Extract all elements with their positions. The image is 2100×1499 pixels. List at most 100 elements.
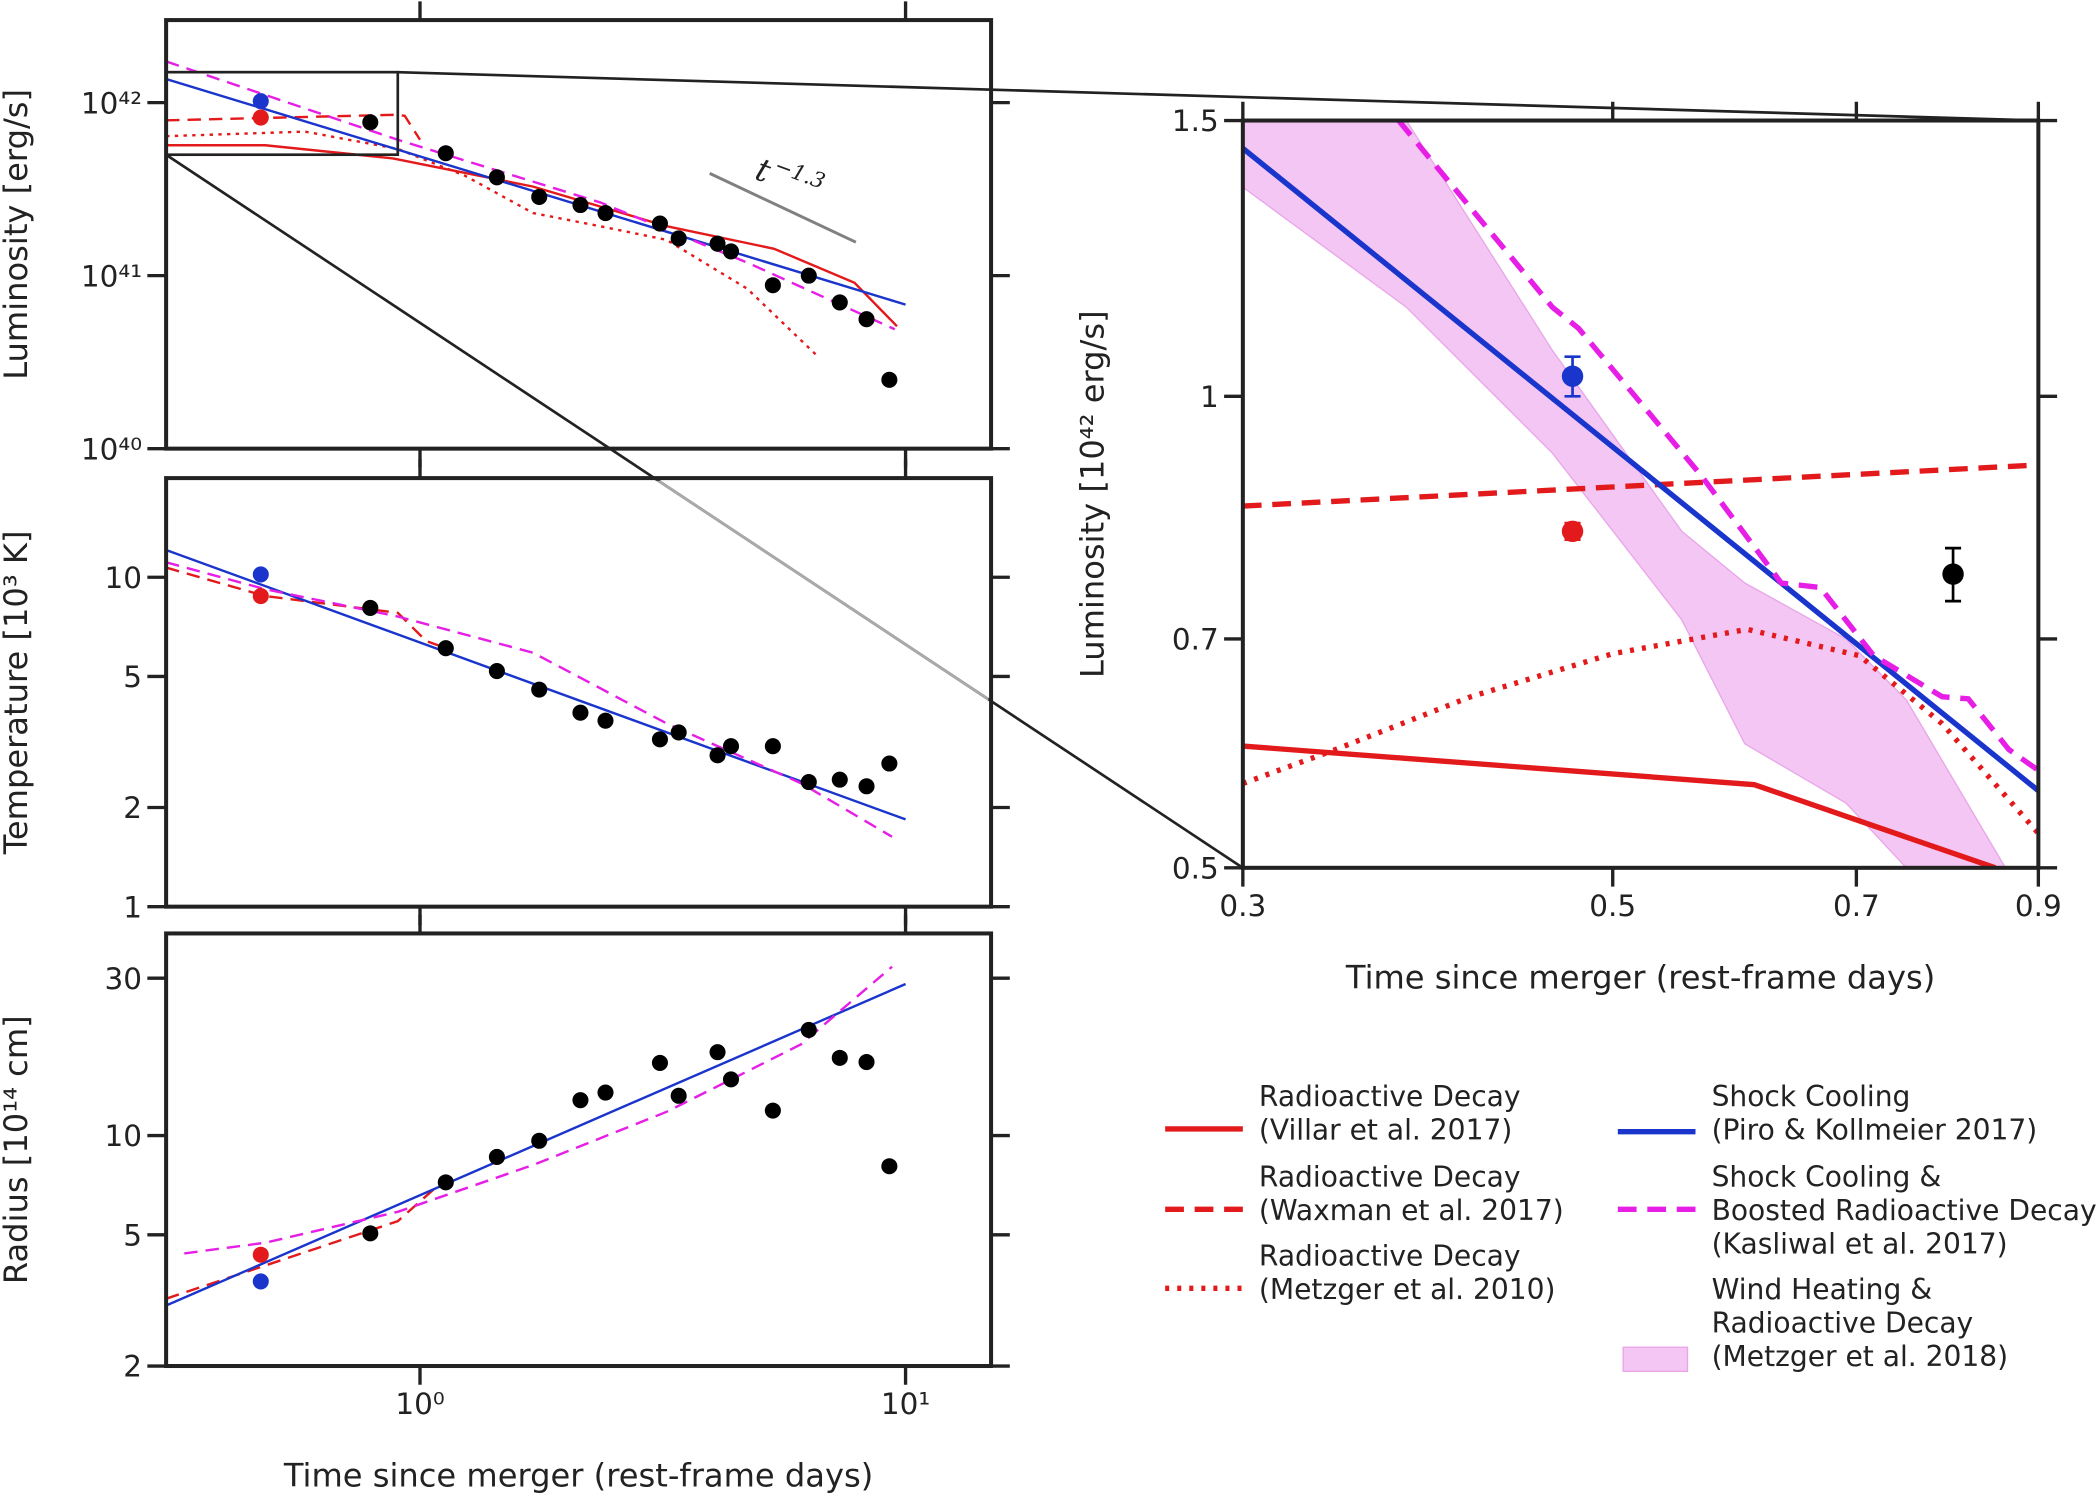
- x-tick-label: 0.9: [2015, 889, 2062, 923]
- data-point: [800, 267, 817, 284]
- data-point: [858, 311, 875, 328]
- data-point: [670, 1087, 687, 1104]
- data-point: [831, 1049, 848, 1066]
- model-line: [166, 113, 422, 141]
- model-line: [1396, 120, 2039, 773]
- axes-frame: [164, 18, 994, 451]
- data-point: [488, 169, 505, 186]
- data-point: [437, 145, 454, 162]
- model-line: [166, 130, 818, 357]
- y-tick-label: 1: [123, 890, 142, 924]
- x-tick-label: 10¹: [881, 1387, 930, 1421]
- data-point: [858, 778, 875, 795]
- model-line: [1242, 743, 1997, 868]
- data-point: [651, 1054, 668, 1071]
- data-point: [437, 640, 454, 657]
- legend-label: Wind Heating & Radioactive Decay (Metzger …: [1712, 1273, 2009, 1373]
- plot-area: [166, 60, 906, 388]
- y-tick-label: 30: [105, 962, 142, 996]
- data-point: [1561, 520, 1584, 543]
- data-point: [572, 704, 589, 721]
- model-line: [166, 1177, 447, 1300]
- x-tick-label: 0.7: [1833, 889, 1880, 923]
- data-point: [437, 1174, 454, 1191]
- data-point: [722, 738, 740, 755]
- y-tick-label: 5: [123, 660, 142, 694]
- model-line: [166, 566, 447, 650]
- data-point: [722, 243, 740, 260]
- y-tick-label: 10⁴⁰: [81, 432, 142, 466]
- data-point: [488, 663, 505, 680]
- axes-frame: [1240, 118, 2041, 870]
- data-point: [252, 1246, 269, 1263]
- y-tick-label: 10: [105, 1119, 142, 1153]
- x-axis-label: Time since merger (rest-frame days): [1345, 958, 1935, 996]
- data-point: [362, 599, 379, 616]
- y-tick-label: 1.5: [1172, 104, 1219, 138]
- data-point: [572, 196, 589, 214]
- y-tick-label: 0.7: [1172, 623, 1219, 657]
- data-point: [722, 1071, 740, 1088]
- legend-label: Radioactive Decay (Waxman et al. 2017): [1259, 1161, 1564, 1227]
- data-point: [252, 93, 269, 110]
- data-point: [362, 114, 379, 131]
- plot-area: [166, 548, 906, 838]
- data-point: [709, 1044, 726, 1061]
- model-line: [166, 561, 893, 838]
- data-point: [362, 1225, 379, 1242]
- x-tick-label: 10⁰: [395, 1387, 444, 1421]
- model-line: [166, 60, 896, 331]
- zoom-box: [164, 70, 400, 157]
- legend-label: Shock Cooling & Boosted Radioactive Decay…: [1712, 1161, 2097, 1261]
- legend-swatch: [1622, 1346, 1689, 1373]
- zoom-connector-behind: [656, 480, 989, 701]
- y-tick-label: 5: [123, 1219, 142, 1253]
- model-line: [1242, 462, 2039, 509]
- data-point: [597, 1084, 614, 1101]
- model-line: [184, 965, 893, 1255]
- data-point: [597, 205, 614, 222]
- axes-frame: [164, 476, 994, 909]
- y-tick-label: 10⁴¹: [81, 259, 142, 293]
- plot-area: [1242, 120, 2039, 868]
- data-point: [1561, 365, 1584, 387]
- data-point: [252, 566, 269, 583]
- y-axis-label: Temperature [10³ K]: [0, 530, 35, 855]
- annotation-exponent: −1.3: [771, 153, 828, 194]
- data-point: [881, 371, 898, 388]
- y-tick-label: 1: [1200, 380, 1219, 414]
- x-tick-label: 0.5: [1589, 889, 1636, 923]
- data-point: [252, 588, 269, 605]
- data-point: [764, 277, 781, 294]
- trend-line: [709, 172, 857, 244]
- y-axis-label: Luminosity [10⁴² erg/s]: [1074, 310, 1112, 678]
- data-point: [858, 1054, 875, 1071]
- axes-frame: [164, 931, 994, 1369]
- data-point: [881, 1158, 898, 1175]
- data-point: [670, 724, 687, 741]
- data-point: [531, 188, 548, 205]
- x-tick-label: 0.3: [1219, 889, 1266, 923]
- data-point: [670, 230, 687, 247]
- data-point: [709, 235, 726, 252]
- y-tick-label: 2: [123, 1350, 142, 1384]
- y-tick-label: 10⁴²: [81, 86, 142, 120]
- data-point: [1942, 563, 1964, 585]
- data-point: [831, 771, 848, 788]
- data-point: [709, 747, 726, 764]
- data-point: [252, 109, 269, 126]
- data-point: [831, 294, 848, 311]
- data-point: [800, 1021, 817, 1038]
- data-point: [764, 738, 781, 755]
- model-line: [1242, 146, 2039, 793]
- plot-area: [166, 965, 907, 1307]
- y-tick-label: 0.5: [1172, 852, 1219, 886]
- data-point: [881, 755, 898, 772]
- data-point: [651, 215, 668, 232]
- band: [1242, 120, 2007, 868]
- legend-label: Radioactive Decay (Metzger et al. 2010): [1259, 1240, 1556, 1306]
- data-point: [597, 712, 614, 729]
- model-line: [166, 144, 898, 328]
- data-point: [572, 1092, 589, 1109]
